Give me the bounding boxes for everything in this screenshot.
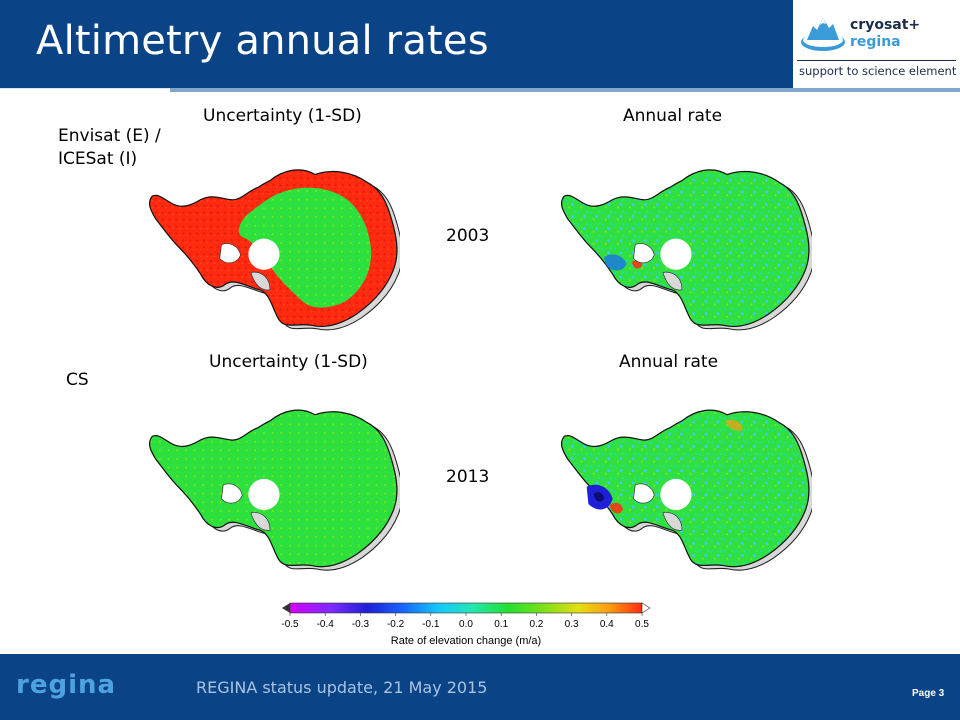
year-label-2013: 2013 bbox=[446, 467, 490, 487]
uncertainty-map-2003 bbox=[148, 169, 400, 331]
logo-divider bbox=[797, 60, 956, 61]
year-label-2003: 2003 bbox=[446, 226, 490, 246]
header-rule-thin bbox=[0, 88, 170, 89]
logo-subtitle: support to science element bbox=[799, 64, 957, 78]
colorbar-tick-label: -0.2 bbox=[387, 619, 405, 630]
logo-name-line1: cryosat+ bbox=[850, 17, 921, 33]
cryosat-regina-logo: cryosat+ regina support to science eleme… bbox=[793, 0, 960, 88]
colorbar-tick-label: 0.4 bbox=[600, 619, 614, 630]
annual-rate-heading-bottom: Annual rate bbox=[619, 352, 719, 372]
uncertainty-heading-top: Uncertainty (1-SD) bbox=[203, 106, 362, 126]
header-rule bbox=[170, 88, 960, 92]
row-label-cs: CS bbox=[66, 370, 89, 390]
annual-rate-map-2013 bbox=[560, 409, 812, 571]
colorbar-gradient bbox=[289, 602, 643, 614]
colorbar-tick-label: 0.1 bbox=[494, 619, 508, 630]
colorbar-tick-label: -0.5 bbox=[281, 619, 299, 630]
colorbar-arrow-left bbox=[282, 603, 290, 613]
annual-rate-heading-top: Annual rate bbox=[623, 106, 723, 126]
colorbar-label: Rate of elevation change (m/a) bbox=[391, 635, 541, 647]
colorbar-arrow-right bbox=[641, 602, 651, 614]
footer-regina-logo: regina bbox=[16, 670, 117, 700]
annual-rate-map-2003 bbox=[560, 169, 812, 331]
page-number: Page 3 bbox=[912, 688, 945, 699]
colorbar-tick-label: 0.0 bbox=[459, 619, 473, 630]
footer-status-text: REGINA status update, 21 May 2015 bbox=[196, 678, 488, 697]
slide-header: Altimetry annual rates bbox=[0, 0, 793, 88]
uncertainty-map-2013 bbox=[148, 409, 400, 571]
row-label-envisat-icesat-line1: Envisat (E) / bbox=[58, 126, 161, 146]
slide-title: Altimetry annual rates bbox=[36, 18, 489, 64]
slide-footer: regina REGINA status update, 21 May 2015… bbox=[0, 654, 960, 720]
colorbar-tick-label: -0.4 bbox=[317, 619, 335, 630]
row-label-envisat-icesat-line2: ICESat (I) bbox=[58, 149, 138, 169]
logo-name-line2: regina bbox=[850, 34, 901, 50]
ice-mountain-icon bbox=[801, 18, 845, 51]
colorbar-tick-label: 0.5 bbox=[635, 619, 649, 630]
colorbar-tick-label: -0.1 bbox=[422, 619, 440, 630]
colorbar-tick-label: 0.2 bbox=[529, 619, 543, 630]
colorbar-tick-label: -0.3 bbox=[352, 619, 370, 630]
colorbar-legend: -0.5 -0.4 -0.3 -0.2 -0.1 0.0 0.1 0.2 0.3 0.4 0.5 R… bbox=[281, 602, 651, 647]
uncertainty-heading-bottom: Uncertainty (1-SD) bbox=[209, 352, 368, 372]
colorbar-tick-label: 0.3 bbox=[565, 619, 579, 630]
